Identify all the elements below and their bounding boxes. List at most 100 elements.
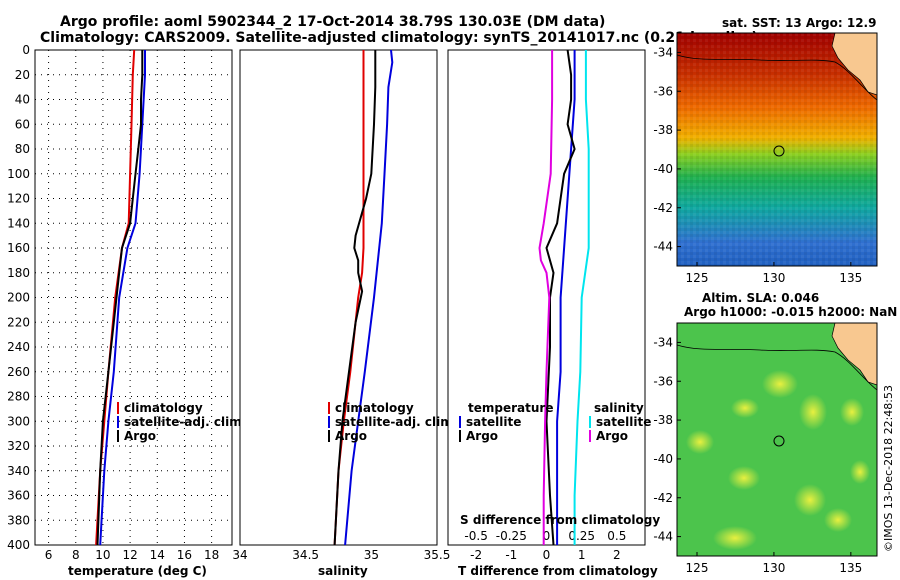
t-difference-tick-label: 1 (578, 548, 586, 562)
depth-tick-labels: 0 20 40 60 80 100 120 140 160 180 200 220 240 260 280 3… (7, 43, 30, 552)
imos-timestamp: ©IMOS 13-Dec-2018 22:48:53 (882, 385, 895, 552)
depth-tick-label: 360 (7, 489, 30, 503)
sst-map-frame (676, 32, 878, 267)
depth-tick-label: 0 (22, 43, 30, 57)
sla-map-ticks: -34 -36 -38 -40 -42 -44 125 130 135 (653, 335, 862, 575)
temperature-tick-label: 8 (72, 548, 80, 562)
salinity-xlabel: salinity (318, 564, 368, 578)
depth-tick-label: 240 (7, 340, 30, 354)
sla-blob (799, 394, 827, 430)
salinity-legend: climatology satellite-adj. clim. Argo (328, 401, 457, 443)
sla-argo-location-marker (773, 435, 785, 447)
depth-tick-label: 80 (15, 142, 30, 156)
s-difference-tick-label: -0.5 (464, 529, 487, 543)
t-difference-tick-label: 0 (543, 548, 551, 562)
depth-tick-label: 160 (7, 241, 30, 255)
legend-t-argo-label: Argo (466, 429, 498, 443)
salinity-tick-labels: 34 34.5 35 35.5 (232, 548, 450, 562)
depth-tick-label: 100 (7, 167, 30, 181)
t-difference-tick-label: 2 (613, 548, 621, 562)
temperature-panel: 0 20 40 60 80 100 120 140 160 180 200 220 240 260 280 3… (7, 43, 246, 578)
map-latitude-label: -40 (653, 162, 673, 176)
legend-t-satellite-label: satellite (466, 415, 521, 429)
series-line-t-argo (545, 49, 576, 546)
temperature-xlabel: temperature (deg C) (68, 564, 207, 578)
legend-climatology-label: climatology (335, 401, 414, 415)
series-line-s-satellite (573, 50, 590, 545)
sla-blob (840, 398, 864, 426)
map-latitude-label: -36 (653, 84, 673, 98)
sst-map-ticks: -34 -36 -38 -40 -42 -44 125 130 135 (653, 45, 862, 285)
map-longitude-label: 130 (762, 271, 785, 285)
series-line-t-satellite (556, 50, 576, 545)
legend-salinity-title: salinity (594, 401, 644, 415)
map-latitude-label: -36 (653, 374, 673, 388)
depth-tick-label: 340 (7, 464, 30, 478)
depth-tick-label: 60 (15, 117, 30, 131)
depth-tick-label: 180 (7, 266, 30, 280)
map-latitude-label: -42 (653, 491, 673, 505)
sla-blob (824, 508, 852, 532)
t-difference-tick-label: -1 (505, 548, 517, 562)
salinity-panel: 34 34.5 35 35.5 salinity climatology satell… (232, 49, 457, 578)
series-line-satellite-adj-clim- (344, 49, 394, 546)
legend-argo-label: Argo (124, 429, 156, 443)
map-latitude-label: -44 (653, 240, 673, 254)
sla-blob (731, 398, 759, 418)
temperature-tick-label: 10 (95, 548, 110, 562)
difference-legend: temperature satellite Argo salinity sate… (459, 401, 651, 443)
sla-map: Altim. SLA: 0.046 Argo h1000: -0.015 h20… (653, 291, 897, 575)
s-difference-tick-label: 0 (543, 529, 551, 543)
legend-satellite-label: satellite-adj. clim. (335, 415, 457, 429)
temperature-tick-label: 14 (150, 548, 165, 562)
map-latitude-label: -34 (653, 45, 673, 59)
depth-tick-label: 320 (7, 439, 30, 453)
sla-blob (728, 466, 760, 490)
temperature-tick-label: 16 (177, 548, 192, 562)
difference-axes (447, 49, 646, 546)
legend-climatology-label: climatology (124, 401, 203, 415)
map-longitude-label: 135 (839, 271, 862, 285)
sst-bathymetry-contour (676, 54, 878, 101)
map-latitude-label: -44 (653, 530, 673, 544)
legend-argo-label: Argo (335, 429, 367, 443)
difference-xlabel-s: S difference from climatology (460, 513, 660, 527)
depth-tick-label: 260 (7, 365, 30, 379)
s-difference-tick-label: 0.5 (607, 529, 626, 543)
map-latitude-label: -38 (653, 413, 673, 427)
depth-tick-label: 120 (7, 192, 30, 206)
salinity-tick-label: 35.5 (424, 548, 451, 562)
depth-tick-label: 280 (7, 390, 30, 404)
salinity-tick-label: 34.5 (292, 548, 319, 562)
legend-satellite-label: satellite-adj. clim. (124, 415, 246, 429)
sla-blob (686, 430, 714, 454)
temperature-tick-label: 6 (45, 548, 53, 562)
depth-tick-label: 200 (7, 291, 30, 305)
difference-panel: -2 -1 0 1 2 -0.5 -0.25 0 0.25 0.5 T difference f… (447, 49, 660, 578)
map-longitude-label: 130 (762, 561, 785, 575)
map-latitude-label: -42 (653, 201, 673, 215)
series-line-s-argo (538, 50, 554, 545)
temperature-tick-labels: 6 8 10 12 14 16 18 (45, 548, 219, 562)
map-latitude-label: -40 (653, 452, 673, 466)
map-longitude-label: 125 (686, 271, 709, 285)
salinity-tick-label: 34 (232, 548, 247, 562)
depth-tick-label: 20 (15, 68, 30, 82)
salinity-tick-label: 35 (364, 548, 379, 562)
depth-tick-label: 40 (15, 93, 30, 107)
map-latitude-label: -38 (653, 123, 673, 137)
map-latitude-label: -34 (653, 335, 673, 349)
sla-anomaly-blobs (686, 370, 870, 550)
temperature-axes (34, 49, 233, 546)
series-line-argo (333, 50, 377, 546)
title-line-1: Argo profile: aoml 5902344_2 17-Oct-2014… (60, 14, 605, 30)
temperature-tick-label: 18 (204, 548, 219, 562)
salinity-lines (333, 49, 394, 546)
temperature-legend: climatology satellite-adj. clim. Argo (117, 401, 246, 443)
difference-lines (538, 49, 590, 546)
legend-s-argo-label: Argo (596, 429, 628, 443)
depth-tick-label: 300 (7, 414, 30, 428)
sla-blob (794, 484, 826, 516)
sst-argo-location-marker (773, 145, 785, 157)
